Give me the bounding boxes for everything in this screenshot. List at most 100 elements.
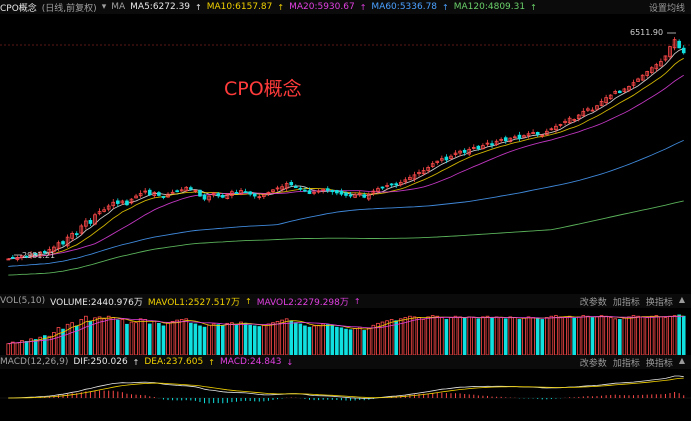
candle-body [435, 160, 440, 164]
volume-bar [640, 316, 645, 355]
volume-add-indicator-button[interactable]: 加指标 [612, 297, 640, 308]
candle [631, 79, 636, 89]
candle-body [403, 179, 408, 183]
candle [198, 189, 202, 197]
candle-body [576, 114, 581, 119]
candle [549, 127, 554, 131]
candle [65, 234, 70, 248]
volume-params-button[interactable]: 改参数 [579, 297, 607, 308]
candle-body [595, 105, 599, 110]
ma20-line [8, 74, 684, 260]
volume-bar [193, 323, 198, 355]
volume-bar [52, 331, 56, 355]
candle-body [531, 132, 535, 134]
volume-bar [120, 319, 125, 355]
mavol2-line [8, 316, 684, 345]
volume-bar [293, 322, 298, 355]
candle-body [271, 189, 275, 192]
volume-bar [225, 322, 230, 355]
volume-bar [681, 315, 686, 355]
candle [303, 187, 307, 193]
volume-bar [243, 322, 248, 355]
candle-body [230, 191, 234, 197]
ma-settings-button[interactable]: 设置均线 [648, 3, 685, 14]
volume-bar [307, 326, 312, 355]
volume-bar [316, 324, 321, 355]
candle-body [362, 194, 367, 198]
volume-bar [376, 322, 380, 355]
candle-body [193, 190, 198, 192]
macd-switch-indicator-button[interactable]: 换指标 [645, 358, 673, 369]
volume-bar [636, 315, 640, 355]
macd-params-button[interactable]: 改参数 [579, 358, 607, 369]
candle-body [129, 198, 134, 204]
candle [668, 45, 672, 60]
volume-switch-indicator-button[interactable]: 换指标 [645, 297, 673, 308]
volume-bar [613, 318, 618, 355]
candle-body [380, 186, 385, 189]
chevron-down-icon[interactable]: ▾ [101, 2, 107, 12]
volume-bar [234, 323, 239, 355]
candle [243, 188, 248, 193]
candle [189, 185, 193, 191]
symbol-title: CPO概念 [0, 3, 37, 14]
candle [618, 90, 622, 94]
candle-body [654, 64, 659, 70]
volume-bar [586, 315, 590, 355]
candle [508, 137, 513, 143]
period-selector[interactable]: (日线,前复权) [41, 3, 97, 14]
candle-body [161, 196, 166, 198]
candle-body [166, 193, 170, 198]
volume-bar [61, 328, 65, 355]
candle-body [517, 134, 522, 140]
volume-bar [202, 326, 207, 355]
candle-body [266, 191, 271, 195]
volume-bar [526, 316, 531, 355]
candle-body [440, 158, 444, 161]
candle-body [24, 255, 29, 258]
candle-body [312, 191, 316, 194]
volume-bar [143, 319, 148, 355]
candle [125, 199, 129, 206]
volume-bar [147, 323, 152, 355]
candle-body [544, 130, 549, 136]
volume-bar [335, 326, 339, 355]
candle-body [385, 185, 389, 187]
candle [563, 118, 567, 126]
chevron-up-icon[interactable]: ▲ [678, 355, 685, 365]
candle [61, 240, 65, 247]
candle [467, 146, 472, 156]
candle-body [618, 90, 622, 94]
macd-add-indicator-button[interactable]: 加指标 [612, 358, 640, 369]
candle [161, 195, 166, 200]
candle-body [458, 150, 462, 154]
candle-body [371, 190, 376, 194]
candle-body [535, 131, 540, 135]
volume-bar [56, 327, 61, 355]
candle [234, 189, 239, 194]
candle [312, 189, 316, 196]
ma60-line [8, 139, 684, 267]
chevron-up-icon[interactable]: ▲ [678, 294, 685, 304]
candle [211, 191, 216, 198]
candle [24, 255, 29, 259]
volume-bar [398, 318, 403, 355]
candle [84, 218, 88, 230]
volume-bar [325, 324, 330, 355]
candle [275, 185, 280, 192]
candle-body [494, 140, 499, 146]
candle-body [563, 120, 567, 124]
candle-body [239, 190, 243, 195]
candle [608, 94, 613, 100]
candle [481, 143, 485, 150]
low-price-label: 2981.21 [22, 251, 56, 260]
candle [417, 169, 421, 177]
volume-bar [503, 318, 508, 355]
volume-bar [517, 319, 522, 355]
dea-value: DEA:237.605 [144, 357, 204, 367]
candle-body [449, 155, 453, 159]
candle [38, 251, 43, 259]
candle [572, 118, 577, 123]
candle-body [408, 176, 412, 181]
volume-bar [184, 318, 189, 355]
